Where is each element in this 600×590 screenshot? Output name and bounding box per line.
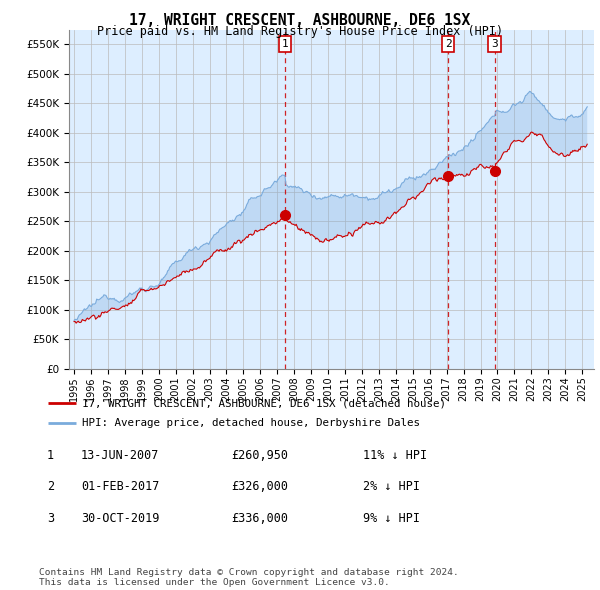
Text: £326,000: £326,000 xyxy=(231,480,288,493)
Text: Contains HM Land Registry data © Crown copyright and database right 2024.
This d: Contains HM Land Registry data © Crown c… xyxy=(39,568,459,587)
Text: Price paid vs. HM Land Registry's House Price Index (HPI): Price paid vs. HM Land Registry's House … xyxy=(97,25,503,38)
Text: 3: 3 xyxy=(47,512,54,525)
Text: 2% ↓ HPI: 2% ↓ HPI xyxy=(363,480,420,493)
Text: 9% ↓ HPI: 9% ↓ HPI xyxy=(363,512,420,525)
Text: HPI: Average price, detached house, Derbyshire Dales: HPI: Average price, detached house, Derb… xyxy=(82,418,420,428)
Text: 30-OCT-2019: 30-OCT-2019 xyxy=(81,512,160,525)
Text: 17, WRIGHT CRESCENT, ASHBOURNE, DE6 1SX: 17, WRIGHT CRESCENT, ASHBOURNE, DE6 1SX xyxy=(130,13,470,28)
Text: 2: 2 xyxy=(47,480,54,493)
Text: 01-FEB-2017: 01-FEB-2017 xyxy=(81,480,160,493)
Text: 11% ↓ HPI: 11% ↓ HPI xyxy=(363,449,427,462)
Text: £336,000: £336,000 xyxy=(231,512,288,525)
Text: 3: 3 xyxy=(491,40,498,49)
Text: 2: 2 xyxy=(445,40,451,49)
Text: £260,950: £260,950 xyxy=(231,449,288,462)
Text: 17, WRIGHT CRESCENT, ASHBOURNE, DE6 1SX (detached house): 17, WRIGHT CRESCENT, ASHBOURNE, DE6 1SX … xyxy=(82,398,446,408)
Text: 1: 1 xyxy=(47,449,54,462)
Text: 1: 1 xyxy=(281,40,289,49)
Text: 13-JUN-2007: 13-JUN-2007 xyxy=(81,449,160,462)
